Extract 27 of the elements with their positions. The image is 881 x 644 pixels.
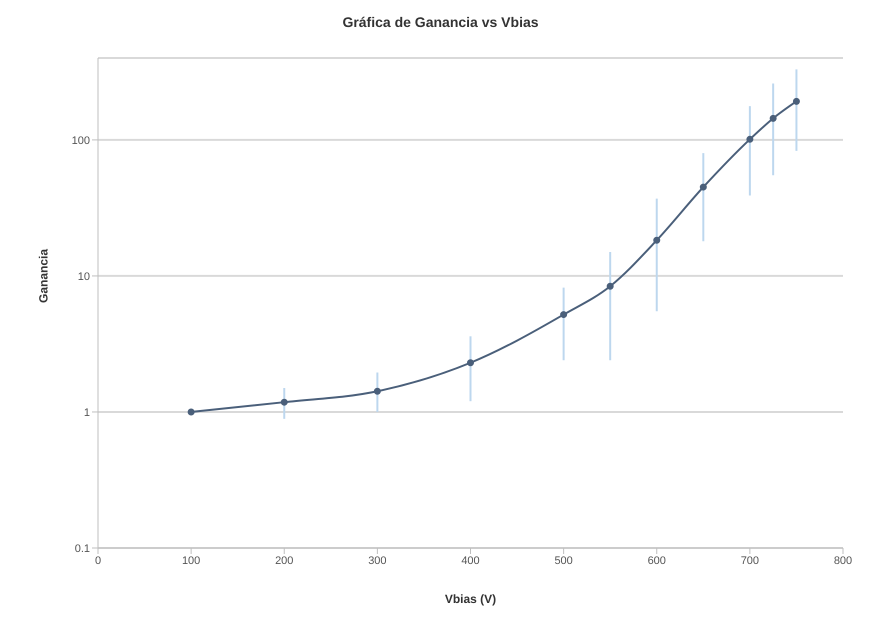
point [606, 282, 614, 290]
point [700, 184, 707, 191]
x-tick-label: 600 [648, 554, 666, 567]
y-tick-label: 10 [78, 270, 90, 283]
x-tick-label: 0 [94, 554, 102, 567]
point [653, 236, 660, 244]
x-tick-label: 500 [554, 554, 573, 567]
point [374, 388, 381, 395]
point [746, 136, 754, 143]
point [467, 359, 474, 366]
x-tick-label: 400 [461, 554, 480, 567]
point [560, 311, 568, 318]
x-tick-label: 100 [182, 554, 200, 567]
point [188, 408, 195, 416]
y-axis-title: Ganancia [36, 248, 50, 303]
x-tick-label: 300 [368, 554, 387, 567]
point [280, 398, 288, 406]
x-tick-label: 200 [275, 554, 294, 567]
x-axis-title: Vbias (V) [444, 592, 496, 606]
chart-title: Gráfica de Ganancia vs Vbias [341, 13, 540, 32]
y-tick-label: 1 [84, 406, 90, 419]
point [770, 114, 777, 122]
y-tick-label: 0.1 [74, 542, 90, 555]
x-tick-label: 700 [740, 554, 760, 567]
x-tick-label: 800 [834, 554, 852, 567]
point [792, 98, 800, 105]
y-tick-label: 100 [72, 134, 90, 147]
